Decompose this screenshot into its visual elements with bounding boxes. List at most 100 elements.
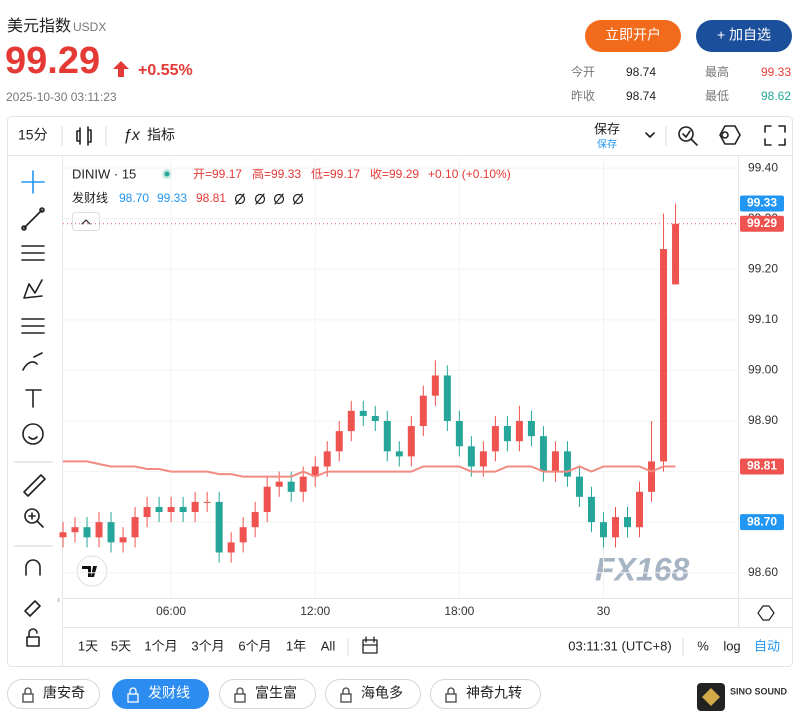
tab[interactable] (219, 679, 316, 709)
range[interactable]: 1个月 (144, 638, 177, 653)
legend-low: 低=99.17 (311, 167, 360, 181)
log-toggle[interactable]: log (723, 638, 740, 653)
candle-body (672, 223, 680, 285)
price-tag (740, 458, 784, 475)
y-tick-label: 98.60 (748, 565, 778, 579)
range[interactable]: 6个月 (238, 638, 271, 653)
interval[interactable]: 15分 (18, 127, 48, 143)
range[interactable]: 1年 (286, 638, 306, 653)
axis-settings[interactable] (757, 605, 775, 621)
candle-body (599, 522, 607, 538)
candle-body (587, 496, 595, 523)
candle-body (95, 522, 103, 538)
price-tag (740, 195, 784, 212)
price-tag-label: 99.33 (747, 196, 777, 210)
y-tick-label: 99.20 (748, 261, 778, 275)
price-tag-label: 98.70 (747, 514, 777, 528)
auto-toggle[interactable]: 自动 (754, 638, 780, 653)
candle-icon[interactable] (76, 126, 92, 146)
price-tag-label: 99.29 (747, 216, 777, 230)
candle-body (431, 375, 439, 396)
range[interactable]: 3个月 (191, 638, 224, 653)
stat-value: 99.33 (761, 65, 791, 79)
fx-icon[interactable]: ƒx (123, 127, 141, 144)
tab-label[interactable]: 唐安奇 (43, 685, 85, 701)
brand: SINO SOUND (730, 686, 788, 696)
tab[interactable] (7, 679, 100, 709)
candle-body (455, 420, 463, 447)
candle-body (467, 446, 475, 467)
range[interactable]: All (321, 638, 336, 653)
change: +0.55% (138, 62, 193, 79)
code: USDX (73, 20, 106, 34)
tabs: 唐安奇 发财线 富生富 海龟多 神奇九转 (7, 679, 541, 709)
tab-label[interactable]: 富生富 (255, 685, 297, 701)
candle-body (515, 420, 523, 442)
indicator-name: 发财线 (72, 190, 108, 205)
candle-body (660, 249, 668, 462)
candle-body (539, 436, 547, 472)
candle-body (59, 532, 67, 538)
stat-value: 98.62 (761, 89, 791, 103)
candle-body (131, 517, 139, 538)
brand-logo-mark (702, 688, 720, 706)
open-account-button[interactable] (585, 20, 681, 52)
tab-label[interactable]: 发财线 (148, 685, 190, 701)
watchlist-label[interactable]: + 加自选 (717, 27, 771, 43)
range[interactable]: 1天 (78, 638, 98, 653)
tab-label[interactable]: 神奇九转 (466, 685, 522, 701)
candle-body (179, 506, 187, 513)
symbol: DINIW · 15 (72, 166, 136, 181)
candle-body (119, 537, 127, 543)
tab-label[interactable]: 海龟多 (361, 685, 403, 701)
calendar-icon[interactable] (362, 636, 378, 654)
percent-toggle[interactable]: % (697, 638, 709, 653)
open-account-label[interactable]: 立即开户 (605, 27, 661, 43)
save-status: 保存 (597, 138, 617, 151)
candle-body (227, 542, 235, 553)
alert-icon[interactable] (678, 126, 698, 146)
price: 99.29 (5, 40, 100, 82)
candle-body (287, 481, 295, 492)
title: 美元指数 (7, 17, 71, 35)
candle-body (335, 431, 343, 452)
candle-body (443, 375, 451, 421)
candle-body (611, 517, 619, 538)
collapse-toggle[interactable]: ‹ (57, 595, 60, 606)
watchlist-button[interactable] (696, 20, 792, 52)
drawing-tools[interactable] (14, 170, 53, 647)
candle-body (143, 506, 151, 518)
x-tick-label: 06:00 (156, 604, 186, 618)
tab[interactable] (430, 679, 541, 709)
indicator-value: 99.33 (157, 191, 187, 205)
candle-body (491, 426, 499, 452)
tv-logo (76, 555, 108, 587)
candle-body (503, 426, 511, 442)
candle-body (527, 420, 535, 437)
candle-body (71, 527, 79, 533)
indicator-icons (234, 193, 304, 205)
candle-body (83, 527, 91, 538)
range[interactable]: 5天 (111, 638, 131, 653)
tv-logo-mark (82, 566, 97, 577)
dropdown[interactable] (645, 132, 655, 138)
stat-label: 昨收 (571, 89, 595, 103)
settings-icon[interactable] (719, 125, 741, 145)
price-tag-label: 98.81 (747, 459, 777, 473)
candle-body (263, 486, 271, 513)
collapse-legend[interactable] (72, 212, 100, 231)
candle-body (239, 527, 247, 543)
tab[interactable] (325, 679, 421, 709)
fullscreen-icon[interactable] (764, 125, 786, 146)
tab[interactable] (112, 679, 209, 709)
candle-body (624, 517, 632, 528)
tab-icon (127, 693, 139, 703)
indicators[interactable]: 指标 (147, 127, 175, 143)
tab-icon (236, 687, 244, 694)
candle-body (371, 415, 379, 421)
save[interactable]: 保存 (594, 121, 620, 136)
y-tick-label: 99.00 (748, 363, 778, 377)
legend-high: 高=99.33 (252, 166, 301, 181)
tab-icon (24, 687, 32, 694)
